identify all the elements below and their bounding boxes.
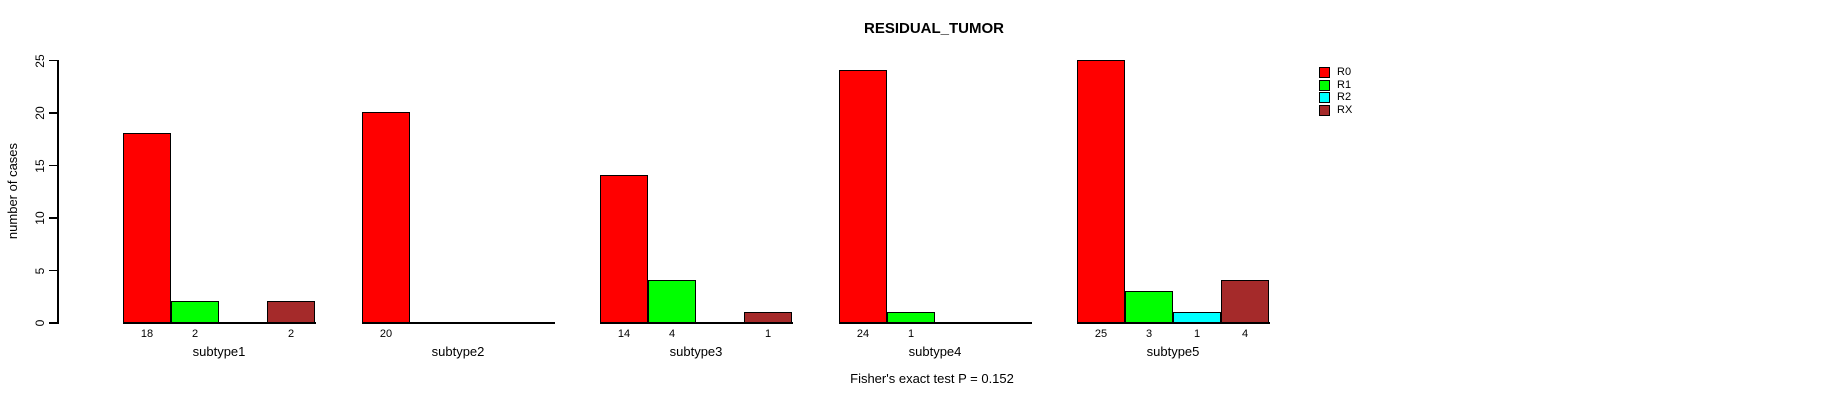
y-axis-tick-mark xyxy=(49,322,57,324)
bar-r1-subtype1 xyxy=(171,301,219,323)
chart-title: RESIDUAL_TUMOR xyxy=(863,20,1005,37)
bar-value-label: 1 xyxy=(1193,328,1201,340)
y-axis-tick-mark xyxy=(49,112,57,114)
bar-r0-subtype4 xyxy=(839,70,887,323)
x-axis-baseline xyxy=(839,322,1032,324)
x-axis-baseline xyxy=(123,322,316,324)
bar-r0-subtype2 xyxy=(362,112,410,323)
legend-label-r2: R2 xyxy=(1337,91,1352,103)
legend-swatch-r1 xyxy=(1319,79,1330,91)
bar-value-label: 1 xyxy=(907,328,915,340)
category-label-subtype2: subtype2 xyxy=(431,344,485,359)
bar-value-label: 2 xyxy=(287,328,295,340)
category-label-subtype1: subtype1 xyxy=(192,344,246,359)
bar-r1-subtype5 xyxy=(1125,290,1173,323)
y-axis-tick-label: 20 xyxy=(33,106,47,120)
bar-value-label: 2 xyxy=(191,328,199,340)
bar-value-label: 4 xyxy=(668,328,676,340)
y-axis-label: number of cases xyxy=(5,142,20,240)
bar-value-label: 24 xyxy=(856,328,870,340)
y-axis-tick-label: 25 xyxy=(33,53,47,68)
y-axis-tick-mark xyxy=(49,164,57,166)
bar-value-label: 25 xyxy=(1094,328,1108,340)
y-axis-tick-label: 15 xyxy=(33,158,47,173)
y-axis-tick-label: 0 xyxy=(33,319,47,327)
y-axis-tick-label: 5 xyxy=(33,267,47,274)
y-axis-tick-mark xyxy=(49,217,57,219)
x-axis-baseline xyxy=(600,322,793,324)
bar-rx-subtype5 xyxy=(1221,280,1269,323)
bar-value-label: 1 xyxy=(764,328,772,340)
legend-swatch-r0 xyxy=(1319,67,1330,78)
bar-value-label: 3 xyxy=(1145,328,1153,340)
bar-value-label: 18 xyxy=(140,328,154,340)
x-axis-baseline xyxy=(1077,322,1270,324)
bar-rx-subtype1 xyxy=(267,301,315,323)
y-axis-tick-mark xyxy=(49,269,57,271)
y-axis-tick-label: 10 xyxy=(33,211,47,225)
y-axis-line xyxy=(57,59,59,324)
bar-value-label: 20 xyxy=(379,328,393,340)
bar-value-label: 4 xyxy=(1241,328,1249,340)
bar-r0-subtype1 xyxy=(123,133,171,323)
fisher-test-annotation: Fisher's exact test P = 0.152 xyxy=(850,371,1014,386)
legend-swatch-r2 xyxy=(1319,92,1330,103)
legend-label-rx: RX xyxy=(1337,103,1353,116)
category-label-subtype5: subtype5 xyxy=(1146,344,1200,359)
legend-swatch-rx xyxy=(1319,104,1330,116)
x-axis-baseline xyxy=(362,322,555,324)
category-label-subtype4: subtype4 xyxy=(908,344,962,359)
legend-label-r0: R0 xyxy=(1337,66,1352,78)
legend-label-r1: R1 xyxy=(1337,78,1352,91)
bar-value-label: 14 xyxy=(617,328,631,340)
bar-r0-subtype3 xyxy=(600,175,648,323)
bar-r0-subtype5 xyxy=(1077,59,1125,323)
bar-r1-subtype3 xyxy=(648,280,696,323)
y-axis-tick-mark xyxy=(49,59,57,61)
category-label-subtype3: subtype3 xyxy=(669,344,723,359)
